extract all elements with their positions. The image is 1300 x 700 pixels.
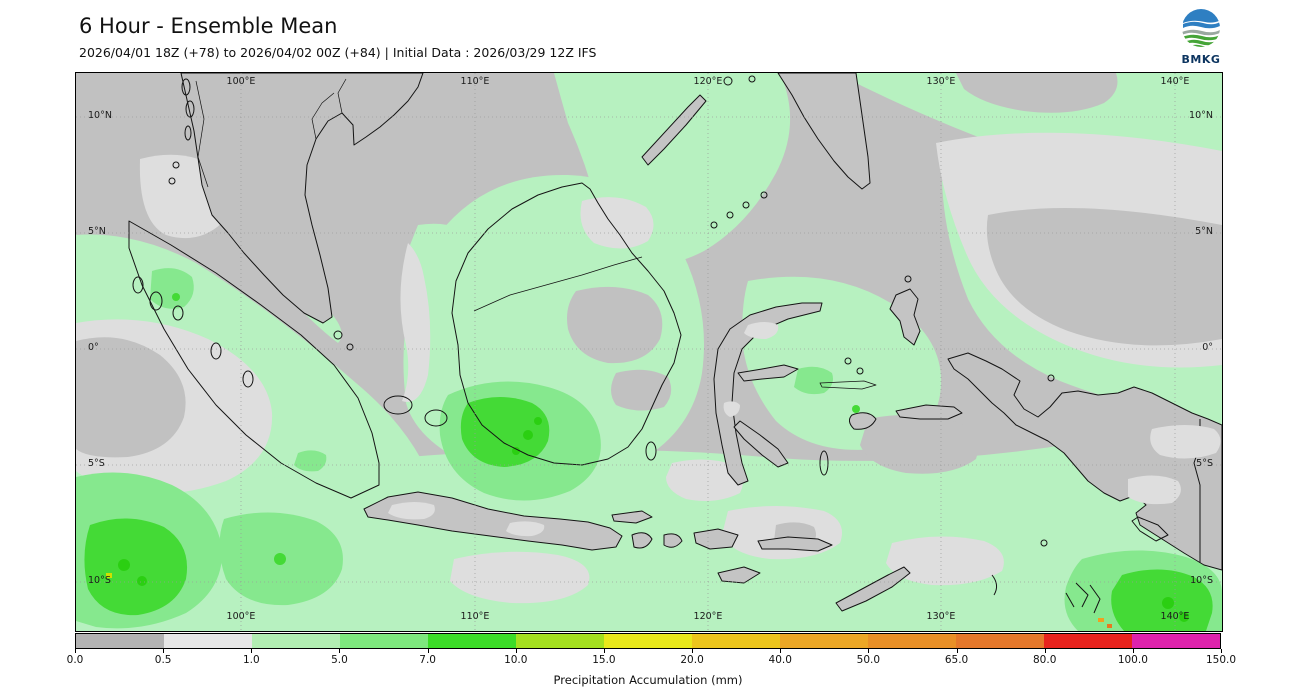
lat-label-left: 10°N [88, 110, 112, 121]
lon-label-bottom: 120°E [693, 611, 723, 622]
colorbar-tick-value: 20.0 [680, 654, 704, 666]
lat-label-left: 5°N [88, 226, 106, 237]
colorbar-segment [1044, 634, 1132, 648]
lat-label-right: 0° [1202, 342, 1213, 353]
colorbar-tick-mark [603, 649, 605, 653]
precipitation-map-graphic [76, 73, 1222, 631]
colorbar-tick-value: 15.0 [592, 654, 616, 666]
colorbar-tick-mark [427, 649, 429, 653]
lon-label-top: 110°E [460, 76, 490, 87]
colorbar-tick-value: 10.0 [504, 654, 528, 666]
colorbar-tick-mark [515, 649, 517, 653]
colorbar-tick-value: 7.0 [419, 654, 436, 666]
colorbar-segment [428, 634, 516, 648]
bmkg-logo-icon [1182, 9, 1220, 47]
colorbar-segment [868, 634, 956, 648]
lon-label-top: 130°E [926, 76, 956, 87]
colorbar-tick-mark [163, 649, 165, 653]
lon-label-bottom: 100°E [226, 611, 256, 622]
colorbar: 0.0 0.5 1.0 5.0 7.0 10.0 15.0 20.0 40.0 50.0 65.0 8… [67, 633, 1236, 687]
figure-subtitle: 2026/04/01 18Z (+78) to 2026/04/02 00Z (… [79, 45, 597, 60]
lon-label-top: 100°E [226, 76, 256, 87]
colorbar-tick-value: 80.0 [1032, 654, 1057, 666]
lat-label-right: 10°S [1190, 575, 1213, 586]
lon-label-bottom: 110°E [460, 611, 490, 622]
colorbar-tick-value: 100.0 [1117, 654, 1148, 666]
colorbar-tick-value: 65.0 [944, 654, 969, 666]
lon-label-top: 120°E [693, 76, 723, 87]
lat-label-right: 5°S [1196, 458, 1213, 469]
colorbar-segment [164, 634, 252, 648]
lat-label-left: 5°S [88, 458, 105, 469]
colorbar-tick-mark [780, 649, 782, 653]
colorbar-segments [75, 633, 1221, 649]
bmkg-logo-label: BMKG [1181, 53, 1221, 66]
colorbar-tick-mark [339, 649, 341, 653]
colorbar-segment [780, 634, 868, 648]
colorbar-tick-value: 0.0 [66, 654, 84, 666]
colorbar-segment [604, 634, 692, 648]
colorbar-segment [252, 634, 340, 648]
lat-label-right: 10°N [1189, 110, 1213, 121]
lat-label-right: 5°N [1195, 226, 1213, 237]
colorbar-tick-value: 0.5 [154, 654, 172, 666]
colorbar-tick-value: 40.0 [768, 654, 792, 666]
colorbar-segment [1132, 634, 1220, 648]
colorbar-tick-mark [75, 649, 76, 653]
colorbar-segment [516, 634, 604, 648]
map-panel: 100°E 100°E 110°E 110°E 120°E 120°E 130°E 130°E… [75, 72, 1223, 632]
colorbar-tick-value: 1.0 [242, 654, 260, 666]
bmkg-logo: BMKG [1178, 8, 1224, 66]
colorbar-tick-labels: 0.0 0.5 1.0 5.0 7.0 10.0 15.0 20.0 40.0 50.0 65.0 8… [67, 654, 1236, 668]
colorbar-segment [76, 634, 164, 648]
colorbar-tick-mark [956, 649, 958, 653]
lat-label-left: 0° [88, 342, 99, 353]
figure-title: 6 Hour - Ensemble Mean [79, 14, 338, 38]
colorbar-tick-mark [1044, 649, 1046, 653]
lon-label-bottom: 130°E [926, 611, 956, 622]
colorbar-tick-value: 5.0 [331, 654, 348, 666]
colorbar-title: Precipitation Accumulation (mm) [553, 673, 743, 687]
colorbar-tick-value: 50.0 [856, 654, 881, 666]
colorbar-segment [956, 634, 1044, 648]
colorbar-tick-mark [251, 649, 253, 653]
colorbar-ticks [75, 649, 1222, 654]
colorbar-tick-value: 150.0 [1205, 654, 1237, 666]
lon-label-top: 140°E [1160, 76, 1190, 87]
lat-label-left: 10°S [88, 575, 111, 586]
colorbar-segment [692, 634, 780, 648]
lon-label-bottom: 140°E [1160, 611, 1190, 622]
colorbar-segment [340, 634, 428, 648]
colorbar-tick-mark [868, 649, 870, 653]
colorbar-tick-mark [692, 649, 694, 653]
colorbar-tick-mark [1132, 649, 1134, 653]
colorbar-tick-mark [1221, 649, 1222, 653]
